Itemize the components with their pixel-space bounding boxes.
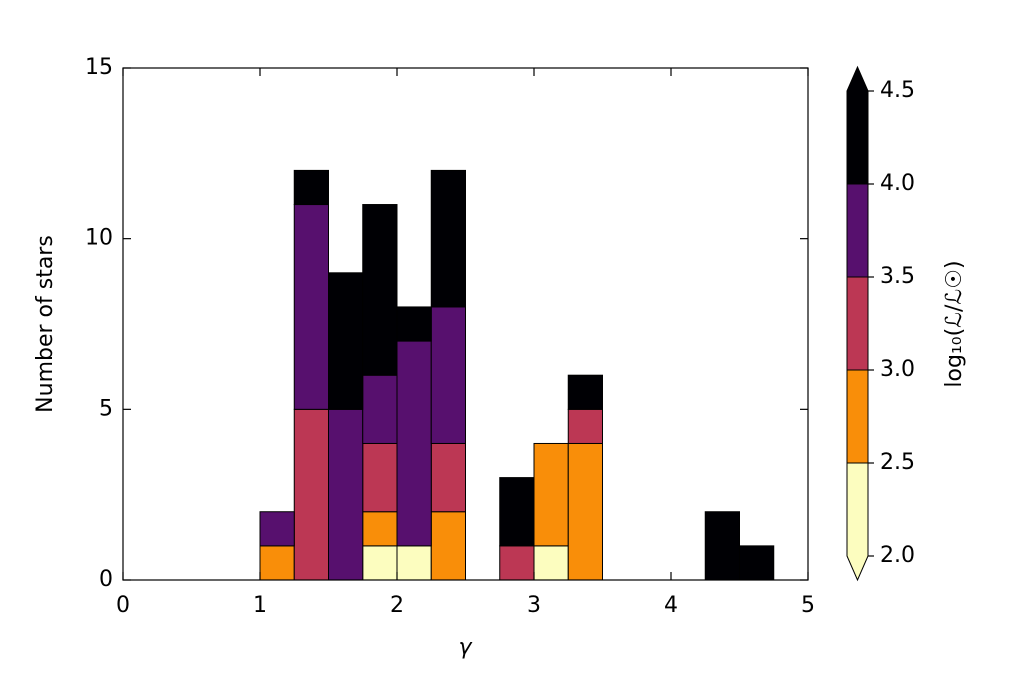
- bar-segment: [362, 511, 398, 547]
- colorbar-segment: [846, 276, 869, 371]
- bar-segment: [499, 477, 535, 547]
- bar-segment: [259, 545, 295, 581]
- bar-segment: [293, 408, 329, 581]
- bar-segment: [499, 545, 535, 581]
- bar-segment: [567, 408, 603, 444]
- x-tick-label: 4: [664, 593, 678, 618]
- bar-segment: [328, 272, 364, 410]
- colorbar-tick-label: 4.5: [880, 78, 915, 103]
- colorbar-segment: [846, 462, 869, 582]
- bar-segment: [533, 545, 569, 581]
- colorbar-tick-label: 3.0: [880, 357, 915, 382]
- bar-segment: [567, 374, 603, 410]
- colorbar-tick-label: 2.5: [880, 450, 915, 475]
- y-tick-label: 5: [99, 396, 113, 421]
- x-tick-label: 5: [801, 593, 815, 618]
- bar-segment: [259, 511, 295, 547]
- bar-segment: [533, 442, 569, 547]
- x-axis-label: γ: [458, 635, 472, 660]
- bar-segment: [430, 511, 466, 581]
- bar-segment: [293, 204, 329, 410]
- bar-segment: [362, 442, 398, 513]
- bar-segment: [396, 340, 432, 547]
- y-axis-label: Number of stars: [33, 235, 58, 413]
- colorbar-tick-label: 2.0: [880, 543, 915, 568]
- x-tick-label: 1: [253, 593, 267, 618]
- bar-segment: [328, 408, 364, 581]
- bar-segment: [739, 545, 775, 581]
- bar-segment: [430, 306, 466, 444]
- colorbar-label: log₁₀(ℒ/ℒ☉): [942, 260, 967, 387]
- y-tick-label: 10: [85, 226, 113, 251]
- bar-segment: [704, 511, 740, 581]
- colorbar-segment: [846, 183, 869, 278]
- bar-segment: [396, 545, 432, 581]
- y-tick-label: 15: [85, 55, 113, 80]
- bar-segment: [362, 204, 398, 376]
- colorbar-tick-label: 3.5: [880, 264, 915, 289]
- bar-segment: [430, 442, 466, 513]
- colorbar-segment: [846, 65, 869, 185]
- x-tick-label: 2: [390, 593, 404, 618]
- y-tick-label: 0: [99, 567, 113, 592]
- colorbar-tick-label: 4.0: [880, 171, 915, 196]
- x-tick-label: 3: [527, 593, 541, 618]
- bar-segment: [293, 169, 329, 206]
- bar-segment: [396, 306, 432, 342]
- colorbar-segment: [846, 369, 869, 464]
- bar-segment: [362, 374, 398, 444]
- bar-segment: [430, 169, 466, 308]
- plot-frame: [122, 67, 809, 581]
- x-tick-label: 0: [116, 593, 130, 618]
- bar-segment: [362, 545, 398, 581]
- bar-segment: [567, 442, 603, 581]
